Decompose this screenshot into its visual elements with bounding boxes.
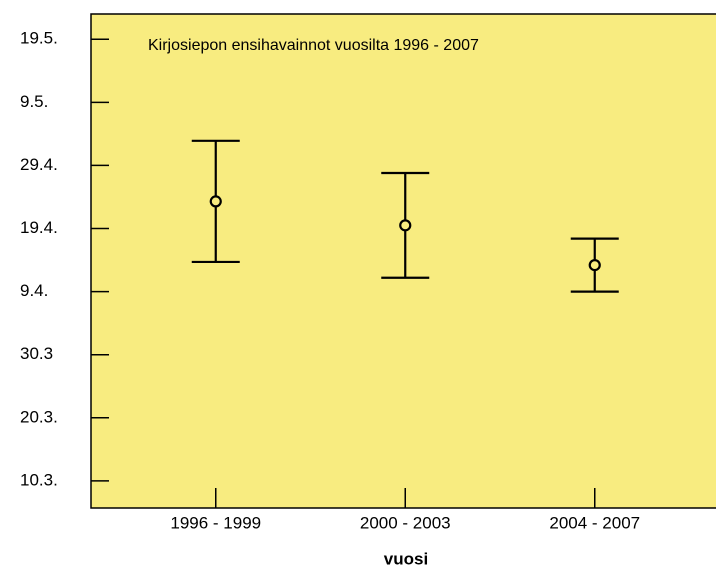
y-tick-label: 9.4. (20, 281, 48, 300)
y-tick-label: 19.5. (20, 29, 58, 48)
mean-marker (588, 259, 601, 272)
y-tick-label: 19.4. (20, 218, 58, 237)
x-tick-label: 2004 - 2007 (549, 513, 640, 532)
y-tick-label: 10.3. (20, 470, 58, 489)
y-tick-label: 29.4. (20, 155, 58, 174)
x-tick-label: 2000 - 2003 (360, 513, 451, 532)
x-axis-label: vuosi (384, 549, 428, 568)
y-tick-label: 20.3. (20, 407, 58, 426)
mean-marker (209, 195, 222, 208)
mean-marker (399, 219, 412, 232)
y-tick-label: 30.3 (20, 344, 53, 363)
chart-title: Kirjosiepon ensihavainnot vuosilta 1996 … (148, 37, 479, 54)
x-tick-label: 1996 - 1999 (170, 513, 261, 532)
y-tick-label: 9.5. (20, 92, 48, 111)
plot-area (90, 13, 716, 509)
